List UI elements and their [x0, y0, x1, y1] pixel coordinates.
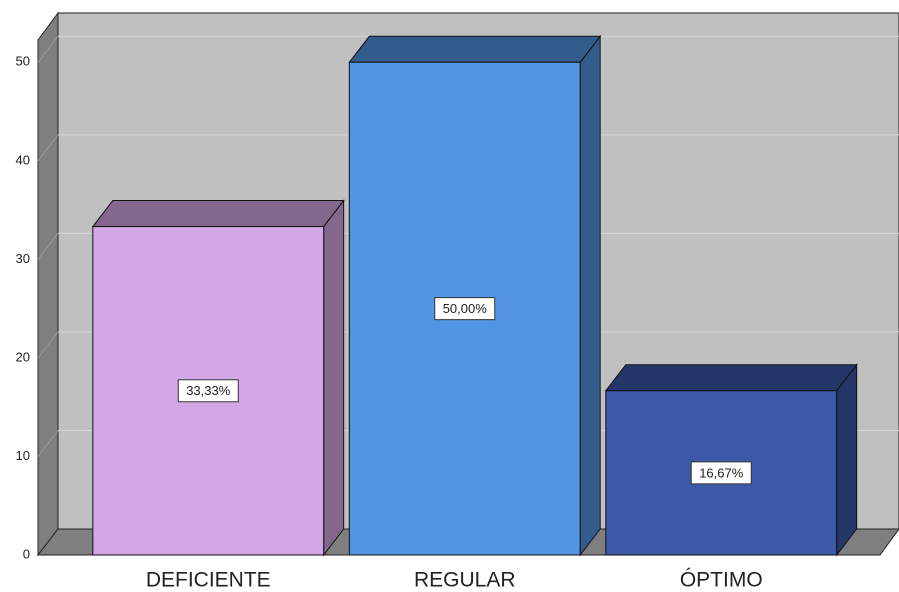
wall-grid-line — [37, 233, 59, 260]
wall-grid-line — [37, 430, 59, 457]
left-wall — [37, 11, 59, 557]
x-tick-label: ÓPTIMO — [680, 569, 763, 592]
x-tick-label: DEFICIENTE — [146, 569, 271, 592]
value-label-box — [690, 461, 752, 485]
x-tick-label: REGULAR — [414, 569, 516, 592]
bar-side — [579, 34, 601, 557]
y-tick-label: 0 — [23, 546, 30, 561]
value-label: 33,33% — [186, 383, 231, 398]
y-tick-label: 30 — [16, 251, 30, 266]
bar-side — [836, 363, 858, 557]
wall-grid-line — [37, 35, 59, 63]
bar-top — [91, 200, 345, 228]
bar-side — [323, 199, 345, 557]
y-tick-label: 10 — [16, 448, 30, 463]
y-tick-label: 50 — [16, 54, 30, 69]
y-tick-label: 40 — [16, 152, 30, 167]
bar-top — [348, 35, 602, 63]
value-label: 16,67% — [699, 465, 744, 480]
value-label-box — [434, 297, 496, 321]
y-tick-label: 20 — [16, 349, 30, 364]
wall-grid-line — [37, 331, 59, 359]
bar-top — [604, 364, 858, 392]
value-label: 50,00% — [443, 301, 488, 316]
value-label-box — [177, 379, 239, 403]
wall-grid-line — [37, 134, 59, 162]
